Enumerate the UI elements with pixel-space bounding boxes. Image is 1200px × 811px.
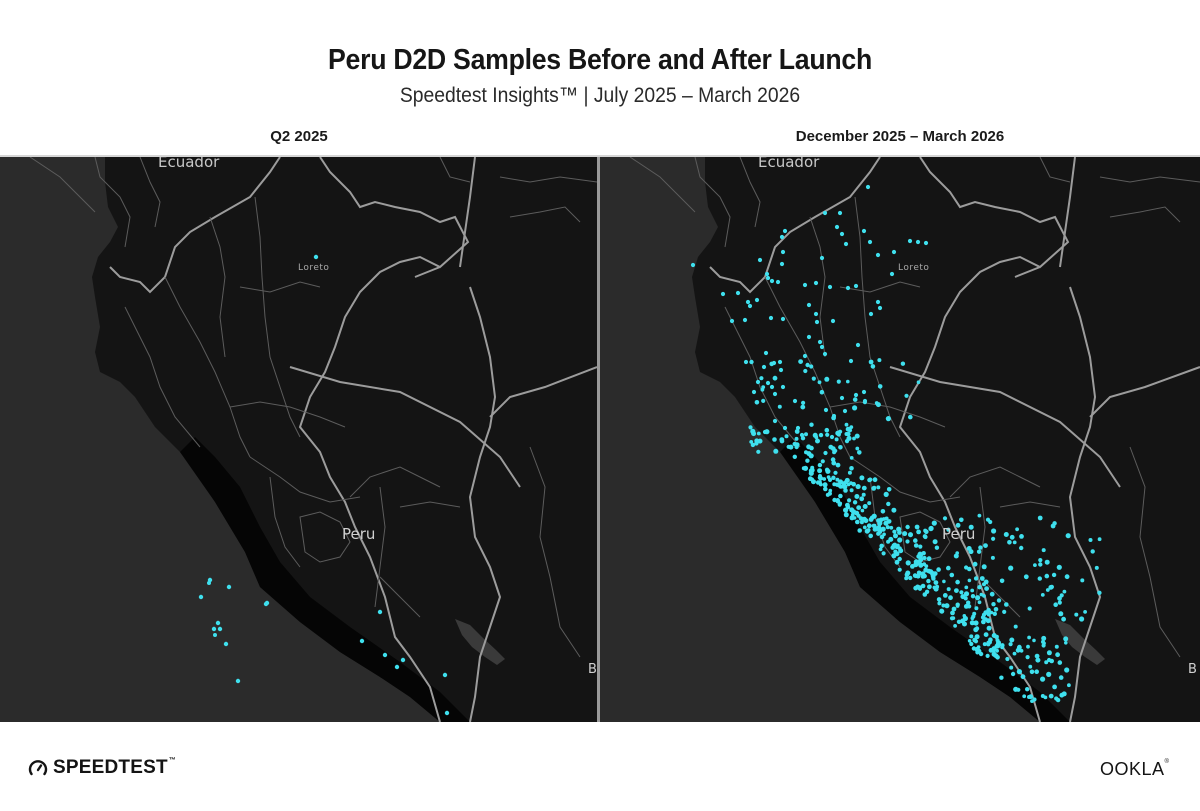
right-panel-label: December 2025 – March 2026 bbox=[795, 128, 1005, 145]
label-loreto: Loreto bbox=[298, 263, 330, 273]
label-ecuador: Ecuador bbox=[758, 157, 820, 171]
map-panel-after: Ecuador Loreto Peru B bbox=[600, 157, 1200, 722]
map-top-edge bbox=[0, 155, 1200, 157]
regional-borders bbox=[29, 157, 597, 658]
lake-titicaca bbox=[455, 619, 505, 665]
label-ecuador: Ecuador bbox=[158, 157, 220, 171]
chart-header: Peru D2D Samples Before and After Launch… bbox=[0, 0, 1200, 120]
sample-dots-after bbox=[690, 184, 1102, 703]
label-bolivia-partial: B bbox=[1188, 662, 1197, 677]
land-mass bbox=[92, 157, 597, 722]
map-after-svg bbox=[629, 157, 1200, 722]
page-subtitle: Speedtest Insights™ | July 2025 – March … bbox=[399, 84, 801, 107]
panel-divider bbox=[597, 157, 600, 722]
lake-titicaca bbox=[1055, 619, 1105, 665]
ookla-logo: OOKLA® bbox=[1100, 759, 1170, 779]
left-panel-label: Q2 2025 bbox=[270, 128, 328, 145]
speedtest-wordmark: SPEEDTEST™ bbox=[53, 757, 176, 778]
label-bolivia-partial: B bbox=[588, 662, 597, 677]
speedtest-logo: SPEEDTEST™ bbox=[28, 757, 176, 779]
maps-container: Ecuador Loreto Peru B bbox=[0, 157, 1200, 722]
label-peru: Peru bbox=[942, 525, 976, 543]
label-peru: Peru bbox=[342, 525, 376, 543]
page-title: Peru D2D Samples Before and After Launch bbox=[328, 44, 872, 76]
label-loreto: Loreto bbox=[898, 263, 930, 273]
map-before-svg bbox=[29, 157, 597, 722]
speedometer-gauge-icon bbox=[28, 760, 48, 776]
country-borders bbox=[109, 157, 597, 722]
map-panel-before: Ecuador Loreto Peru B bbox=[0, 157, 597, 722]
country-borders bbox=[709, 157, 1200, 722]
sample-dots-before bbox=[198, 254, 450, 716]
